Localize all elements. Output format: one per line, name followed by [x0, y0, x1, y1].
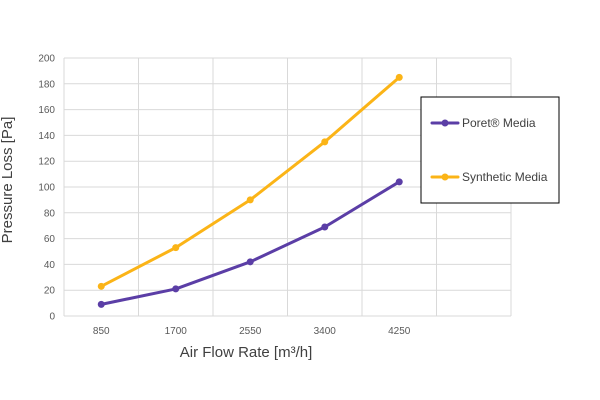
series-lines: [97, 73, 403, 308]
x-axis-ticks: 850 1700 2550 3400 4250: [93, 326, 411, 337]
data-point: [395, 178, 403, 186]
y-axis-ticks: 0 20 40 60 80 100 120 140 160 180 200: [38, 54, 55, 323]
data-point: [172, 244, 180, 252]
legend-swatch-marker: [441, 173, 449, 181]
y-axis-title: Pressure Loss [Pa]: [0, 117, 16, 244]
x-tick-label: 4250: [388, 326, 411, 337]
data-point: [246, 258, 254, 266]
y-tick-label: 100: [38, 183, 55, 194]
y-tick-label: 140: [38, 131, 55, 142]
data-point: [395, 73, 403, 81]
x-tick-label: 2550: [239, 326, 262, 337]
x-tick-label: 3400: [314, 326, 337, 337]
series-line: [99, 75, 401, 288]
data-point: [246, 196, 254, 204]
y-tick-label: 0: [49, 312, 55, 323]
series-1: [97, 178, 403, 308]
legend-item: Poret® Media: [430, 116, 536, 130]
y-tick-label: 80: [44, 208, 56, 219]
data-point: [97, 282, 105, 290]
y-tick-label: 200: [38, 54, 55, 65]
y-tick-label: 180: [38, 79, 55, 90]
legend-box: [420, 96, 560, 204]
data-point: [321, 138, 329, 146]
x-tick-label: 850: [93, 326, 110, 337]
y-tick-label: 40: [44, 260, 56, 271]
legend: Poret® Media Synthetic Media: [420, 96, 560, 204]
x-tick-label: 1700: [165, 326, 188, 337]
y-tick-label: 160: [38, 105, 55, 116]
y-tick-label: 20: [44, 286, 56, 297]
data-point: [172, 285, 180, 293]
x-axis-title: Air Flow Rate [m³/h]: [180, 344, 313, 361]
legend-item: Synthetic Media: [430, 170, 548, 184]
legend-label: Synthetic Media: [462, 170, 548, 184]
y-tick-label: 60: [44, 234, 56, 245]
data-point: [321, 223, 329, 231]
series-2: [97, 73, 403, 290]
data-point: [97, 300, 105, 308]
legend-label: Poret® Media: [462, 116, 536, 130]
y-tick-label: 120: [38, 157, 55, 168]
legend-swatch-marker: [441, 119, 449, 127]
